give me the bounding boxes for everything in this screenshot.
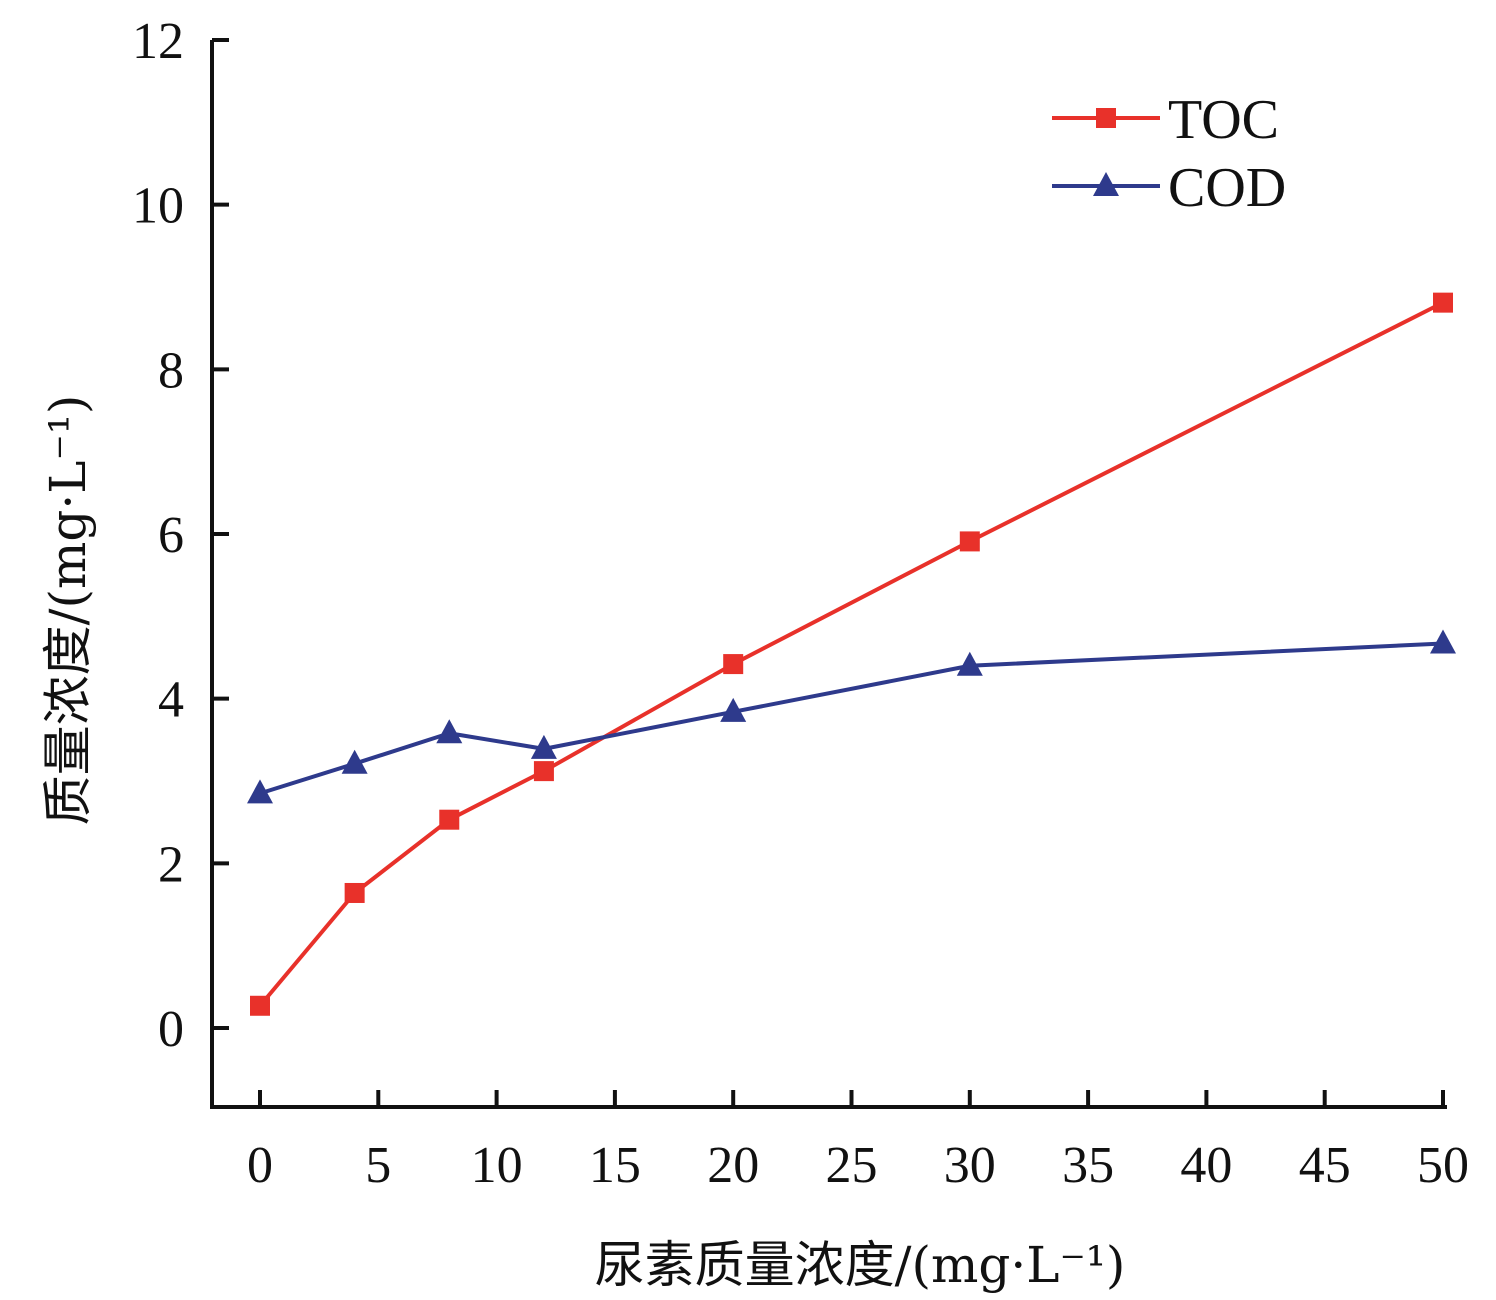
data-point-cod (530, 734, 557, 759)
legend-item-toc: TOC (1052, 89, 1279, 151)
legend-item-cod: COD (1052, 157, 1286, 219)
y-tick-label: 0 (158, 1001, 184, 1058)
y-tick-label: 2 (158, 836, 184, 893)
y-tick-label: 6 (158, 507, 184, 564)
series-toc (250, 292, 1453, 1016)
legend-label: TOC (1168, 89, 1279, 151)
x-axis-title: 尿素质量浓度/(mg·L⁻¹) (595, 1236, 1126, 1294)
data-point-toc (344, 882, 365, 903)
legend-square-marker (1096, 108, 1116, 128)
data-point-toc (959, 531, 980, 552)
series-layer (247, 292, 1456, 1016)
data-point-toc (250, 995, 270, 1016)
data-point-toc (1433, 292, 1453, 313)
data-point-toc (439, 809, 460, 830)
axes: 0 2 4 6 8 10 12 0 5 10 15 20 25 30 35 40 45 50 (132, 13, 1469, 1194)
x-tick-label: 15 (589, 1137, 641, 1194)
data-point-cod (720, 697, 747, 722)
y-tick-label: 4 (158, 672, 184, 729)
data-point-cod (956, 651, 983, 676)
x-tick-label: 30 (944, 1137, 996, 1194)
data-point-toc (723, 654, 744, 675)
data-point-cod (341, 749, 368, 774)
series-line-toc (258, 300, 1444, 1008)
x-tick-label: 50 (1417, 1137, 1469, 1194)
y-tick-label: 8 (158, 342, 184, 399)
legend-triangle-marker (1093, 172, 1119, 196)
x-tick-label: 40 (1180, 1137, 1232, 1194)
x-tick-label: 25 (826, 1137, 878, 1194)
x-tick-label: 10 (471, 1137, 523, 1194)
y-axis-title: 质量浓度/(mg·L⁻¹) (39, 395, 97, 826)
data-point-cod (1430, 629, 1456, 654)
data-point-toc (533, 761, 554, 782)
series-line-cod (259, 641, 1444, 796)
x-tick-label: 0 (247, 1137, 273, 1194)
x-tick-label: 20 (707, 1137, 759, 1194)
x-tick-label: 45 (1299, 1137, 1351, 1194)
y-tick-label: 12 (132, 13, 184, 70)
series-cod (247, 629, 1456, 804)
data-point-cod (436, 719, 463, 744)
y-tick-label: 10 (132, 178, 184, 235)
legend-label: COD (1168, 157, 1286, 219)
data-point-cod (247, 779, 273, 804)
x-tick-label: 35 (1062, 1137, 1114, 1194)
x-tick-label: 5 (365, 1137, 391, 1194)
